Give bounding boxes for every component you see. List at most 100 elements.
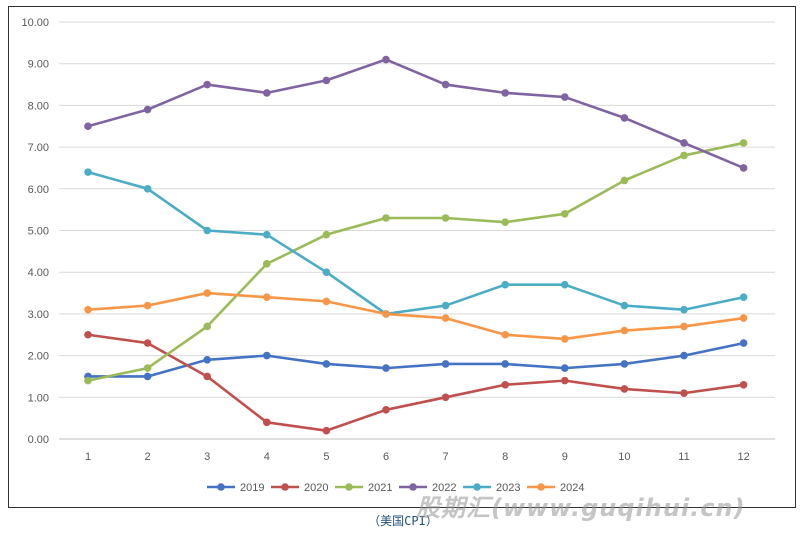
- axes: 0.00 1.00 2.00 3.00 4.00 5.00 6.00 7.00 8.00 9.00…: [21, 17, 749, 463]
- data-point: [143, 364, 152, 372]
- y-tick-label: 10.00: [21, 17, 49, 29]
- legend-marker: [345, 483, 353, 491]
- data-point: [680, 305, 688, 314]
- x-tick-label: 11: [678, 451, 689, 463]
- legend-item: 2022: [399, 482, 456, 494]
- legend-item: 2024: [527, 482, 584, 494]
- data-point: [739, 380, 748, 389]
- series-2020: [84, 330, 748, 435]
- legend-marker: [281, 483, 289, 491]
- data-point: [382, 55, 390, 64]
- data-point: [739, 339, 748, 347]
- legend-item: 2020: [271, 482, 328, 494]
- data-point: [620, 360, 629, 368]
- y-tick-label: 4.00: [28, 267, 49, 279]
- data-point: [84, 330, 92, 339]
- y-tick-label: 0.00: [28, 434, 49, 446]
- series-2023: [84, 168, 748, 318]
- x-tick-label: 9: [562, 451, 568, 463]
- data-point: [441, 314, 450, 322]
- data-point: [680, 351, 688, 360]
- data-point: [620, 114, 629, 122]
- data-point: [501, 360, 510, 368]
- y-tick-label: 5.00: [28, 226, 49, 238]
- data-point: [680, 322, 688, 331]
- x-tick-label: 3: [204, 451, 210, 463]
- series-line: [86, 58, 745, 170]
- x-tick-label: 10: [618, 451, 630, 463]
- data-point: [501, 280, 510, 289]
- series-2019: [84, 339, 748, 381]
- data-point: [561, 335, 569, 343]
- y-tick-label: 7.00: [28, 142, 49, 154]
- x-tick-label: 5: [323, 451, 329, 463]
- data-point: [84, 168, 92, 176]
- data-point: [84, 305, 92, 314]
- watermark-text: 股期汇(www.guqihui.cn): [416, 494, 746, 522]
- data-point: [143, 301, 152, 310]
- data-point: [203, 355, 211, 364]
- data-point: [680, 389, 688, 397]
- data-point: [322, 360, 331, 368]
- legend-label: 2019: [240, 482, 264, 494]
- y-tick-label: 6.00: [28, 184, 49, 196]
- data-point: [84, 122, 92, 131]
- data-point: [561, 376, 569, 385]
- data-point: [441, 80, 450, 89]
- data-point: [561, 93, 569, 101]
- x-tick-label: 7: [443, 451, 449, 463]
- data-point: [263, 230, 271, 239]
- data-point: [203, 226, 211, 235]
- series-lines: [84, 55, 748, 435]
- data-point: [203, 80, 211, 89]
- data-point: [620, 326, 629, 335]
- data-point: [501, 330, 510, 339]
- data-point: [441, 214, 450, 222]
- series-line: [86, 291, 745, 341]
- data-point: [382, 214, 390, 222]
- data-point: [620, 176, 629, 185]
- legend-item: 2023: [463, 482, 520, 494]
- data-point: [382, 310, 390, 318]
- data-point: [441, 393, 450, 402]
- series-2022: [84, 55, 748, 172]
- y-tick-label: 8.00: [28, 100, 49, 112]
- x-tick-label: 4: [264, 451, 270, 463]
- data-point: [441, 360, 450, 368]
- legend-item: 2021: [335, 482, 392, 494]
- data-point: [739, 293, 748, 302]
- data-point: [143, 105, 152, 114]
- legend: 2019 2020 2021 2022 2023 2024: [207, 482, 584, 494]
- data-point: [620, 301, 629, 310]
- data-point: [441, 301, 450, 310]
- legend-label: 2023: [496, 482, 520, 494]
- data-point: [322, 268, 331, 277]
- data-point: [84, 376, 92, 385]
- legend-marker: [409, 483, 417, 491]
- y-tick-label: 3.00: [28, 309, 49, 321]
- x-tick-label: 8: [502, 451, 508, 463]
- chart-caption: （美国CPI）: [368, 514, 438, 528]
- x-tick-label: 6: [383, 451, 389, 463]
- series-line: [86, 333, 745, 432]
- y-tick-label: 9.00: [28, 59, 49, 71]
- data-point: [322, 426, 331, 435]
- data-point: [680, 151, 688, 160]
- series-line: [86, 141, 745, 382]
- legend-label: 2021: [368, 482, 392, 494]
- legend-label: 2020: [304, 482, 328, 494]
- series-2021: [84, 139, 748, 385]
- legend-marker: [473, 483, 481, 491]
- legend-label: 2022: [432, 482, 456, 494]
- data-point: [501, 218, 510, 226]
- data-point: [263, 418, 271, 427]
- x-tick-label: 1: [85, 451, 91, 463]
- data-point: [203, 289, 211, 297]
- legend-label: 2024: [560, 482, 584, 494]
- data-point: [561, 280, 569, 289]
- data-point: [203, 322, 211, 331]
- legend-item: 2019: [207, 482, 264, 494]
- data-point: [501, 89, 510, 97]
- data-point: [739, 139, 748, 147]
- data-point: [322, 76, 331, 85]
